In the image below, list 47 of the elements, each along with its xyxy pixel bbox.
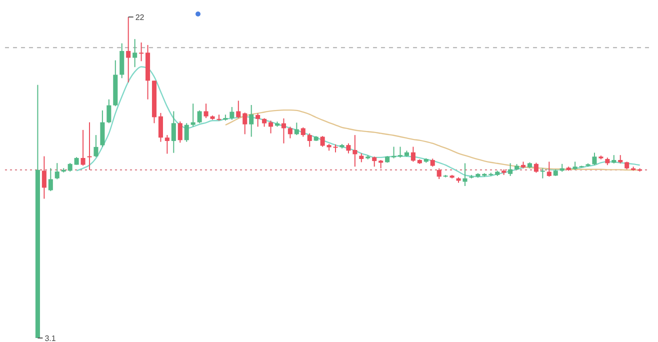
- candlestick: [100, 110, 105, 148]
- candlestick: [48, 168, 53, 192]
- candlestick: [132, 38, 138, 68]
- candlestick: [307, 132, 312, 148]
- candlestick: [256, 112, 260, 128]
- candlestick: [171, 110, 176, 154]
- candlestick: [164, 134, 170, 154]
- candlestick: [546, 161, 552, 178]
- candlestick: [190, 103, 196, 128]
- candlestick: [106, 98, 112, 124]
- candlestick: [184, 122, 189, 142]
- candlestick: [288, 126, 292, 139]
- candlestick: [197, 110, 202, 124]
- candlestick: [54, 162, 60, 180]
- candlestick: [540, 168, 545, 179]
- candlestick: [80, 129, 86, 166]
- candlestick: [94, 134, 98, 158]
- candlestick: [508, 162, 513, 176]
- candlestick: [42, 156, 46, 200]
- candlestick: [249, 104, 254, 138]
- candlestick: [398, 146, 403, 158]
- candlestick: [294, 122, 299, 136]
- candlestick: [346, 142, 351, 154]
- candlestick: [242, 112, 248, 135]
- candlestick: [120, 42, 124, 79]
- candlestick: [352, 134, 358, 168]
- candlestick: [158, 112, 163, 142]
- candlestick: [592, 152, 597, 166]
- candlestick: [230, 106, 234, 120]
- annotation: 3.1: [44, 334, 56, 342]
- candlestick: [281, 118, 286, 144]
- candlestick: [126, 16, 131, 83]
- candlestick: [300, 126, 306, 138]
- candlestick: [534, 162, 538, 174]
- candlestick: [268, 120, 274, 134]
- candlestick: [178, 120, 182, 144]
- candlestick: [204, 103, 208, 119]
- candlestick: [87, 122, 92, 170]
- candlestick: [236, 100, 241, 119]
- candlestick: [392, 146, 396, 159]
- candlestick: [410, 146, 416, 162]
- candlestick: [436, 168, 442, 180]
- annotation: 22: [135, 12, 145, 22]
- candlestick: [320, 136, 325, 148]
- candlestick: [139, 42, 144, 62]
- candlestick: [462, 162, 468, 186]
- candlestick: [372, 156, 377, 168]
